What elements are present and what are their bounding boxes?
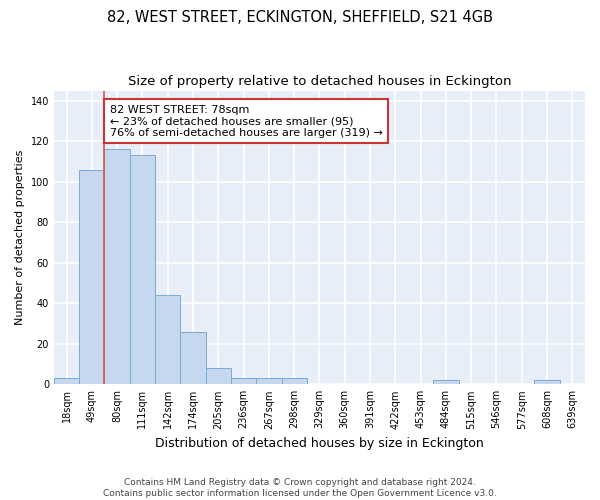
Bar <box>281 378 307 384</box>
Bar <box>206 368 231 384</box>
Text: 82 WEST STREET: 78sqm
← 23% of detached houses are smaller (95)
76% of semi-deta: 82 WEST STREET: 78sqm ← 23% of detached … <box>110 104 382 138</box>
X-axis label: Distribution of detached houses by size in Eckington: Distribution of detached houses by size … <box>155 437 484 450</box>
Bar <box>79 170 104 384</box>
Bar <box>54 378 79 384</box>
Text: 82, WEST STREET, ECKINGTON, SHEFFIELD, S21 4GB: 82, WEST STREET, ECKINGTON, SHEFFIELD, S… <box>107 10 493 25</box>
Bar <box>155 295 181 384</box>
Bar <box>256 378 281 384</box>
Text: Contains HM Land Registry data © Crown copyright and database right 2024.
Contai: Contains HM Land Registry data © Crown c… <box>103 478 497 498</box>
Y-axis label: Number of detached properties: Number of detached properties <box>15 150 25 325</box>
Bar <box>104 150 130 384</box>
Title: Size of property relative to detached houses in Eckington: Size of property relative to detached ho… <box>128 75 511 88</box>
Bar <box>231 378 256 384</box>
Bar <box>181 332 206 384</box>
Bar <box>433 380 458 384</box>
Bar <box>130 156 155 384</box>
Bar <box>535 380 560 384</box>
